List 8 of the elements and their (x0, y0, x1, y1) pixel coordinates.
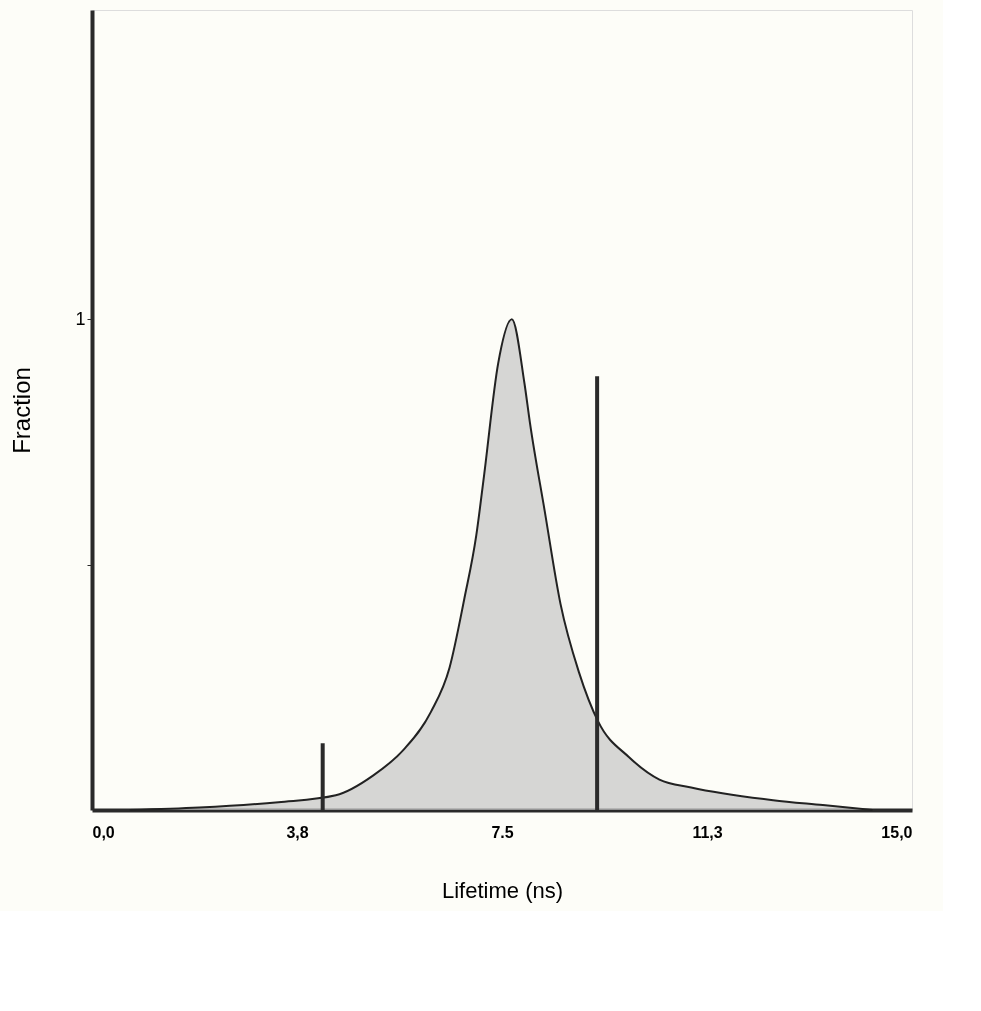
x-tick-label: 0,0 (92, 823, 115, 841)
x-tick-label: 7.5 (491, 823, 514, 841)
y-tick-label: 1 (75, 308, 86, 329)
x-axis-title: Lifetime (ns) (441, 877, 564, 903)
y-axis-title: Fraction (8, 367, 36, 454)
x-tick-label: 3,8 (286, 823, 309, 841)
x-tick-label: 11,3 (692, 823, 723, 841)
x-tick-label: 15,0 (881, 823, 913, 841)
